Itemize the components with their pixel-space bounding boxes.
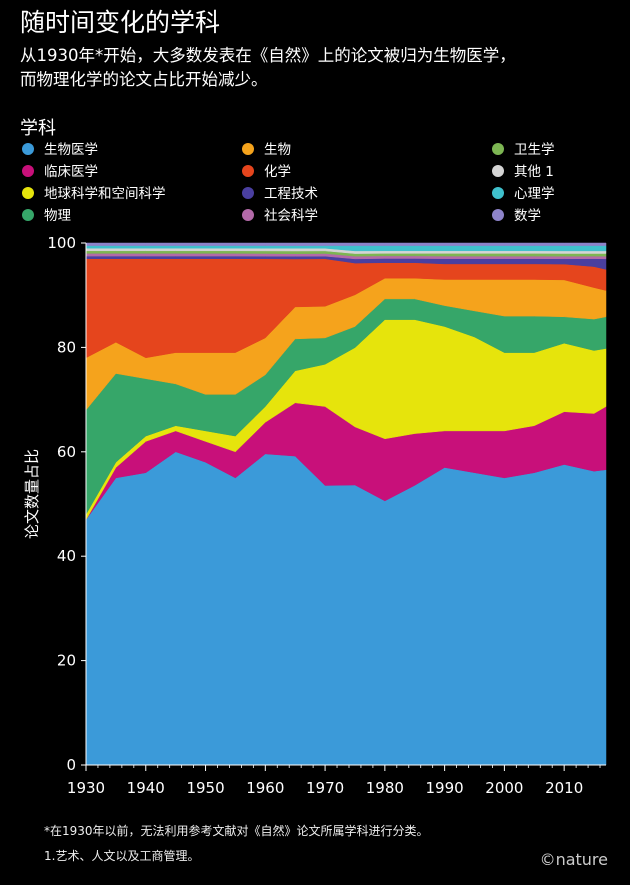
chart-subtitle: 从1930年*开始，大多数发表在《自然》上的论文被归为生物医学， 而物理化学的论… (20, 44, 620, 92)
footnote-2: 1.艺术、人文以及工商管理。 (44, 849, 200, 863)
legend-item-social-science: 社会科学 (242, 207, 318, 225)
legend-swatch (22, 143, 34, 155)
y-tick-label: 0 (66, 756, 76, 774)
area-series-0 (85, 451, 607, 766)
legend-swatch (22, 209, 34, 221)
legend-label: 工程技术 (264, 186, 318, 202)
subtitle-line-2: 而物理化学的论文占比开始减少。 (20, 70, 268, 89)
legend-label: 卫生学 (514, 142, 555, 158)
y-tick-label: 80 (57, 338, 76, 356)
legend-swatch (242, 165, 254, 177)
legend-item-biology: 生物 (242, 141, 291, 159)
x-tick-label: 1960 (246, 779, 284, 797)
legend-label: 数学 (514, 208, 541, 224)
x-tick-label: 2010 (545, 779, 583, 797)
x-tick-label: 1990 (426, 779, 464, 797)
legend-swatch (242, 209, 254, 221)
y-tick-label: 40 (57, 547, 76, 565)
legend-label: 社会科学 (264, 208, 318, 224)
legend-item-chemistry: 化学 (242, 163, 291, 181)
x-tick-label: 1970 (306, 779, 344, 797)
legend-swatch (22, 165, 34, 177)
x-tick-label: 1940 (127, 779, 165, 797)
area-series-11 (85, 242, 607, 246)
y-axis-label: 论文数量占比 (23, 449, 41, 539)
chart-title: 随时间变化的学科 (20, 8, 221, 37)
legend-item-health: 卫生学 (492, 141, 555, 159)
x-tick-label: 2000 (485, 779, 523, 797)
legend-label: 心理学 (514, 186, 555, 202)
footnote-1: *在1930年以前，无法利用参考文献对《自然》论文所属学科进行分类。 (44, 824, 429, 838)
x-tick-label: 1930 (67, 779, 105, 797)
legend-label: 地球科学和空间科学 (44, 186, 166, 202)
legend-swatch (492, 165, 504, 177)
legend-swatch (242, 143, 254, 155)
legend-item-psychology: 心理学 (492, 185, 555, 203)
y-tick-label: 100 (47, 234, 76, 252)
subtitle-line-1: 从1930年*开始，大多数发表在《自然》上的论文被归为生物医学， (20, 46, 516, 65)
legend-label: 其他 1 (514, 164, 554, 180)
legend-label: 化学 (264, 164, 291, 180)
legend-label: 物理 (44, 208, 71, 224)
legend-label: 临床医学 (44, 164, 98, 180)
legend-title: 学科 (20, 118, 56, 139)
legend-swatch (492, 187, 504, 199)
y-tick-label: 60 (57, 443, 76, 461)
x-tick-label: 1980 (366, 779, 404, 797)
legend-item-biomedicine: 生物医学 (22, 141, 98, 159)
legend-swatch (492, 209, 504, 221)
legend-item-physics: 物理 (22, 207, 71, 225)
x-tick-label: 1950 (186, 779, 224, 797)
legend-swatch (22, 187, 34, 199)
legend-item-other: 其他 1 (492, 163, 554, 181)
legend-swatch (242, 187, 254, 199)
legend-item-mathematics: 数学 (492, 207, 541, 225)
y-tick-label: 20 (57, 652, 76, 670)
legend-item-earth-space: 地球科学和空间科学 (22, 185, 166, 203)
legend-item-clinical-medicine: 临床医学 (22, 163, 98, 181)
legend: 生物医学 临床医学 地球科学和空间科学 物理 生物 化学 工程技术 社会科学 卫… (22, 141, 622, 231)
legend-label: 生物 (264, 142, 291, 158)
nature-logo: ©nature (539, 850, 608, 869)
legend-swatch (492, 143, 504, 155)
legend-item-engineering: 工程技术 (242, 185, 318, 203)
legend-label: 生物医学 (44, 142, 98, 158)
